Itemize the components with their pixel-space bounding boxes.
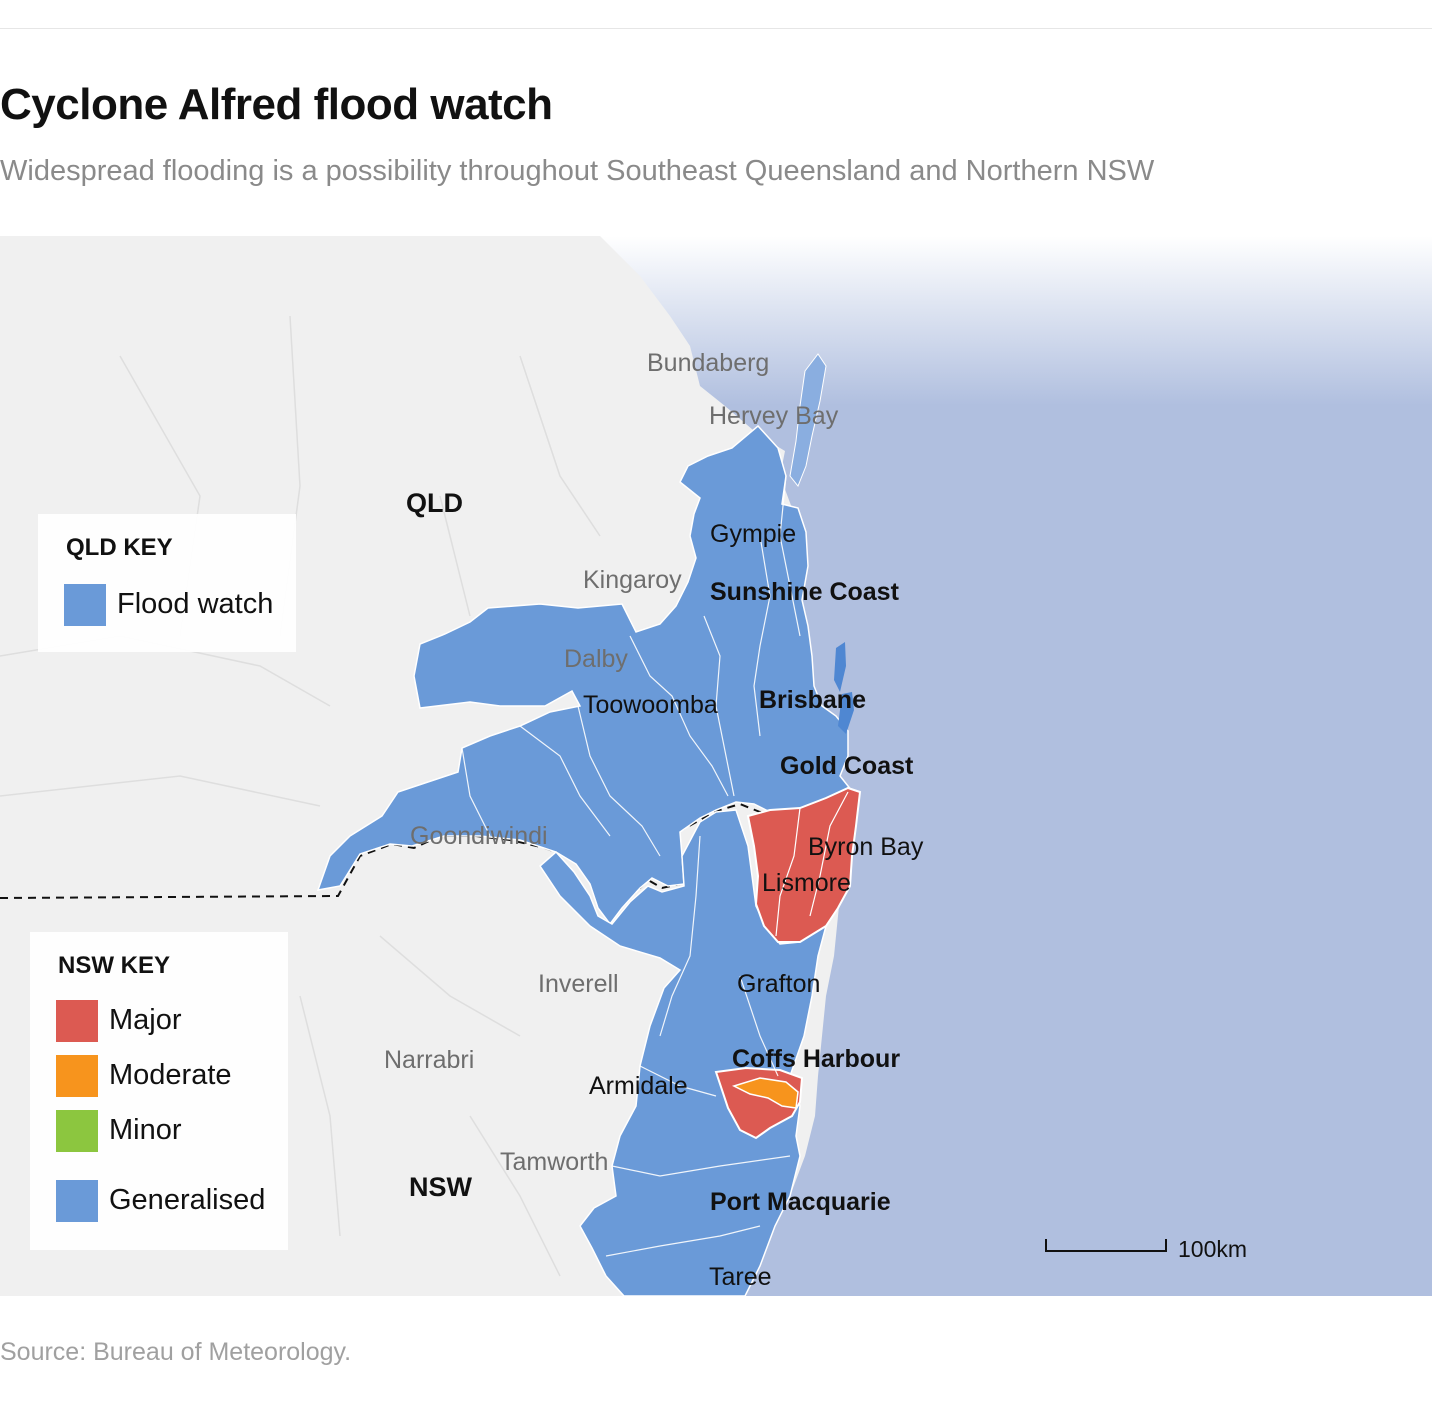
scale-label: 100km (1178, 1236, 1248, 1262)
map: Bundaberg Hervey Bay Gympie Kingaroy Sun… (0, 236, 1432, 1297)
top-divider (0, 28, 1432, 29)
place-gympie: Gympie (710, 520, 796, 548)
nsw-moderate-swatch (56, 1055, 98, 1097)
nsw-minor-swatch (56, 1110, 98, 1152)
place-inverell: Inverell (538, 970, 619, 998)
place-hervey-bay: Hervey Bay (709, 402, 839, 430)
place-armidale: Armidale (589, 1072, 688, 1100)
moreton-island (834, 642, 846, 692)
place-gold-coast: Gold Coast (780, 752, 914, 780)
source-note: Source: Bureau of Meteorology. (0, 1338, 352, 1366)
place-sunshine-coast: Sunshine Coast (710, 578, 900, 606)
qld-flood-watch-swatch (64, 584, 106, 626)
place-bundaberg: Bundaberg (647, 349, 769, 377)
nsw-major-region-north (746, 786, 862, 943)
place-lismore: Lismore (762, 869, 851, 897)
place-tamworth: Tamworth (500, 1148, 608, 1176)
major-internal-lines (775, 791, 849, 937)
place-kingaroy: Kingaroy (583, 566, 682, 594)
nsw-key-title: NSW KEY (58, 952, 171, 979)
qld-flood-watch-label: Flood watch (117, 588, 274, 620)
place-goondiwindi: Goondiwindi (410, 822, 548, 850)
place-grafton: Grafton (737, 970, 820, 998)
nsw-moderate-label: Moderate (109, 1059, 232, 1091)
chart-subtitle: Widespread flooding is a possibility thr… (0, 155, 1155, 187)
scale-bar (1045, 1239, 1167, 1252)
state-label-qld: QLD (406, 488, 463, 518)
nsw-minor-label: Minor (109, 1114, 182, 1146)
place-labels: Bundaberg Hervey Bay Gympie Kingaroy Sun… (384, 349, 924, 1291)
state-label-nsw: NSW (409, 1172, 473, 1202)
nsw-generalised-swatch (56, 1180, 98, 1222)
place-taree: Taree (709, 1263, 772, 1291)
place-narrabri: Narrabri (384, 1046, 474, 1074)
catchment-lines (461, 475, 801, 1257)
place-byron-bay: Byron Bay (808, 833, 924, 861)
qld-flood-watch-region (316, 424, 853, 926)
qld-key: QLD KEY Flood watch (38, 514, 296, 652)
nsw-major-label: Major (109, 1004, 182, 1036)
stradbroke-island (838, 692, 854, 734)
nsw-generalised-label: Generalised (109, 1184, 266, 1216)
nsw-moderate-region (731, 1077, 799, 1109)
nsw-major-swatch (56, 1000, 98, 1042)
place-port-macquarie: Port Macquarie (710, 1188, 891, 1216)
fraser-island (789, 353, 827, 487)
place-toowoomba: Toowoomba (583, 691, 718, 719)
nsw-key: NSW KEY Major Moderate Minor Generalised (30, 932, 288, 1250)
place-coffs-harbour: Coffs Harbour (732, 1045, 900, 1073)
chart-title: Cyclone Alfred flood watch (0, 80, 553, 129)
place-dalby: Dalby (564, 645, 628, 673)
qld-key-title: QLD KEY (66, 534, 173, 561)
place-brisbane: Brisbane (759, 686, 866, 714)
